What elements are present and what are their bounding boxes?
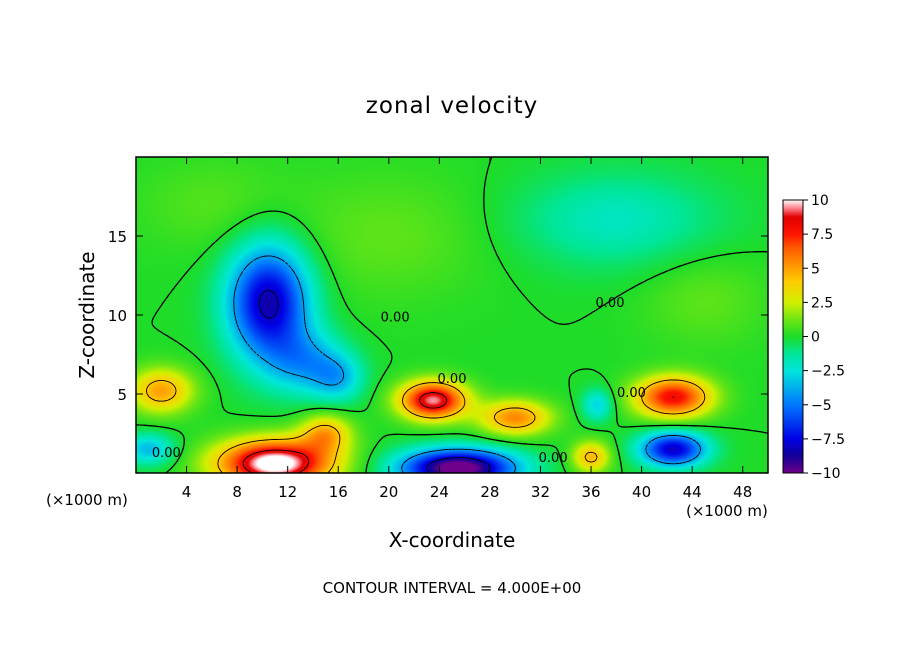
contour-label: 0.00 bbox=[596, 296, 625, 311]
x-tick-label: 8 bbox=[232, 483, 242, 501]
x-tick-label: 40 bbox=[632, 483, 651, 501]
x-tick-label: 48 bbox=[733, 483, 752, 501]
x-tick-label: 16 bbox=[329, 483, 348, 501]
x-tick-label: 24 bbox=[430, 483, 449, 501]
y-axis-label: Z-coordinate bbox=[75, 251, 99, 378]
x-axis-label: X-coordinate bbox=[389, 528, 516, 552]
y-tick-label: 10 bbox=[108, 307, 127, 325]
contour-interval-footer: CONTOUR INTERVAL = 4.000E+00 bbox=[323, 579, 582, 597]
x-tick-label: 4 bbox=[182, 483, 192, 501]
contour-label: 0.00 bbox=[381, 310, 410, 325]
colorbar-tick-label: 10 bbox=[811, 193, 829, 209]
x-tick-label: 32 bbox=[531, 483, 550, 501]
colorbar-tick-label: 5 bbox=[811, 261, 820, 277]
contour-label: 0.00 bbox=[438, 372, 467, 387]
x-axis: 4 8 12 16 20 24 28 32 36 40 44 48 bbox=[182, 157, 752, 501]
colorbar-tick-label: 7.5 bbox=[811, 227, 833, 243]
chart-title: zonal velocity bbox=[366, 93, 538, 119]
colorbar-tick-label: 0 bbox=[811, 330, 820, 346]
colorbar-ticks: 10 7.5 5 2.5 0 −2.5 −5 −7.5 −10 bbox=[803, 193, 845, 482]
contour-line bbox=[233, 255, 701, 473]
x-tick-label: 44 bbox=[683, 483, 702, 501]
heatmap-field bbox=[136, 157, 768, 473]
colorbar-tick-label: −10 bbox=[811, 466, 841, 482]
contour-line bbox=[258, 289, 491, 473]
x-tick-label: 20 bbox=[379, 483, 398, 501]
colorbar-tick-label: −5 bbox=[811, 398, 832, 414]
x-tick-label: 28 bbox=[480, 483, 499, 501]
contour-lines bbox=[136, 157, 768, 473]
y-axis: 5 10 15 bbox=[108, 228, 768, 404]
colorbar-tick-label: 2.5 bbox=[811, 295, 833, 311]
x-tick-label: 36 bbox=[581, 483, 600, 501]
colorbar-tick-label: −7.5 bbox=[811, 432, 845, 448]
x-unit-left: (×1000 m) bbox=[46, 491, 128, 509]
x-tick-label: 12 bbox=[278, 483, 297, 501]
contour-label: 0.00 bbox=[539, 451, 568, 466]
x-unit-right: (×1000 m) bbox=[686, 502, 768, 520]
y-tick-label: 5 bbox=[117, 386, 127, 404]
colorbar-tick-label: −2.5 bbox=[811, 364, 845, 380]
contour-line bbox=[145, 379, 706, 473]
contour-label: 0.00 bbox=[617, 386, 646, 401]
y-tick-label: 15 bbox=[108, 228, 127, 246]
contour-labels: 0.00 0.00 0.00 0.00 0.00 0.00 bbox=[152, 296, 646, 466]
colorbar: 10 7.5 5 2.5 0 −2.5 −5 −7.5 −10 bbox=[782, 193, 845, 482]
contour-line bbox=[242, 392, 674, 473]
contour-label: 0.00 bbox=[152, 446, 181, 461]
